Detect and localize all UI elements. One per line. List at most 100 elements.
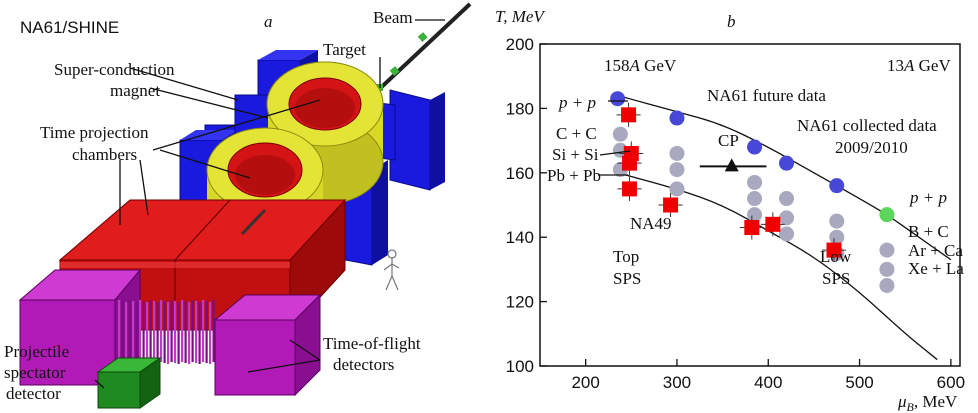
pp-right-label: p + p (909, 188, 947, 207)
y-tick-label: 200 (506, 35, 534, 54)
markers (610, 91, 895, 293)
tof-slat (212, 300, 215, 362)
data-point-circle (829, 178, 845, 194)
data-point-circle (747, 174, 763, 190)
data-point-circle (669, 181, 685, 197)
data-point-square (621, 155, 637, 171)
tof-slat (132, 301, 135, 363)
beam-label: Beam (373, 8, 413, 27)
data-point-circle (879, 278, 895, 293)
plot-frame (539, 43, 961, 367)
y-axis-title: T, MeV (495, 7, 546, 26)
magnet-label-line2: magnet (110, 81, 160, 100)
tof-slat (160, 300, 163, 362)
na49-label: NA49 (630, 214, 672, 233)
tof-slat (181, 300, 184, 362)
y-tick-label: 180 (506, 99, 534, 118)
data-point-square (744, 220, 760, 236)
collected-data-label-line1: NA61 collected data (797, 116, 937, 135)
y-tick-label: 140 (506, 228, 534, 247)
fit-curve (617, 172, 938, 361)
energy-low-label: 13A GeV (887, 56, 951, 75)
data-point-circle (779, 191, 795, 207)
x-ticks: 200 300 400 500 600 (571, 359, 965, 392)
energy-low-num: 13 (887, 56, 904, 75)
energy-high-label: 158A GeV (604, 56, 677, 75)
tof-slat (153, 301, 156, 363)
magnet-label-line1: Super-conduction (54, 60, 175, 79)
y-axis-title-text: T, MeV (495, 7, 546, 26)
beam-pipe (240, 208, 267, 236)
data-point-square (663, 197, 679, 213)
energy-low-a: A (903, 56, 915, 75)
tof-slat (198, 302, 201, 364)
psd-cube (96, 357, 162, 409)
x-tick-label: 300 (663, 373, 691, 392)
pointer-lines (94, 19, 445, 389)
x-tick-label: 600 (937, 373, 965, 392)
tof-slat (146, 302, 149, 364)
tof-slat (202, 300, 205, 362)
tof-slat (118, 300, 121, 362)
annotation-pointers (598, 100, 631, 176)
data-point-square (621, 181, 637, 197)
y-tick-label: 160 (506, 164, 534, 183)
psd-label-line2: spectator (4, 363, 66, 382)
arca-label: Ar + Ca (908, 241, 963, 260)
target-label: Target (323, 40, 366, 59)
person-icon (383, 249, 400, 291)
data-point-square (826, 242, 842, 258)
beam-marker (389, 66, 400, 76)
tof-slat (170, 300, 173, 362)
tof-right (213, 293, 322, 397)
data-point-circle (669, 110, 685, 126)
energy-high-num: 158 (604, 56, 630, 75)
tof-slat (209, 302, 212, 364)
x-axis-sub: B (907, 400, 915, 413)
tof-slat (156, 302, 159, 364)
psd-label-line3: detector (6, 384, 61, 403)
y-ticks: 100 120 140 160 180 200 (506, 35, 547, 376)
data-point-circle (879, 242, 895, 258)
xela-label: Xe + La (908, 259, 964, 278)
pbpb-label: Pb + Pb (547, 166, 601, 185)
future-data-label: NA61 future data (707, 86, 826, 105)
data-point-circle (879, 207, 895, 223)
data-point-square (621, 107, 637, 123)
low-sps-line1: Low (820, 247, 852, 266)
panel-b: b T, MeV 200 300 400 500 600 100 120 140 160 180… (495, 7, 965, 413)
data-point-circle (669, 145, 685, 161)
data-point-circle (747, 207, 763, 223)
tof-slat (174, 301, 177, 363)
pp-left-label: p + p (558, 93, 596, 112)
energy-high-unit: GeV (640, 56, 677, 75)
data-point-triangle (724, 158, 739, 172)
tof-slat (184, 301, 187, 363)
energy-low-unit: GeV (914, 56, 951, 75)
panel-a: NA61/SHINE a Beam Target Super-conductio… (4, 2, 472, 409)
data-point-circle (779, 226, 795, 242)
tof-slat (167, 302, 170, 364)
cp-label: CP (718, 131, 739, 150)
x-axis-title: μB, MeV (897, 392, 958, 413)
collected-data-label-line2: 2009/2010 (835, 138, 908, 157)
tof-slat (188, 302, 191, 364)
top-sps-line1: Top (613, 247, 639, 266)
tof-slat (191, 300, 194, 362)
data-point-circle (829, 213, 845, 229)
top-sps-line2: SPS (613, 269, 641, 288)
data-point-circle (747, 139, 763, 155)
tof-slat (135, 302, 138, 364)
data-point-circle (829, 229, 845, 245)
x-tick-label: 200 (571, 373, 599, 392)
panel-b-letter: b (727, 12, 736, 31)
x-tick-label: 500 (845, 373, 873, 392)
low-sps-line2: SPS (822, 269, 850, 288)
data-point-circle (779, 210, 795, 226)
data-point-circle (669, 162, 685, 178)
y-tick-label: 100 (506, 357, 534, 376)
tof-slat (128, 300, 131, 362)
cc-label: C + C (556, 124, 597, 143)
x-axis-mu: μ (897, 392, 907, 411)
